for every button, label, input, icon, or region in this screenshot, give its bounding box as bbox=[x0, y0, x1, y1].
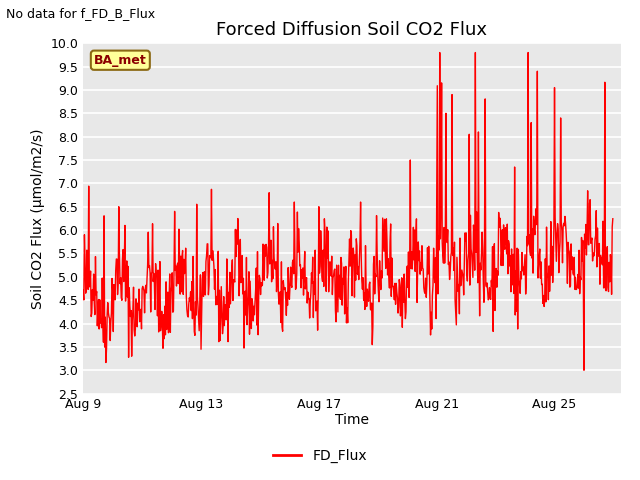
X-axis label: Time: Time bbox=[335, 413, 369, 427]
Y-axis label: Soil CO2 Flux (μmol/m2/s): Soil CO2 Flux (μmol/m2/s) bbox=[31, 128, 45, 309]
Text: No data for f_FD_B_Flux: No data for f_FD_B_Flux bbox=[6, 7, 156, 20]
Text: BA_met: BA_met bbox=[94, 54, 147, 67]
Title: Forced Diffusion Soil CO2 Flux: Forced Diffusion Soil CO2 Flux bbox=[216, 21, 488, 39]
Legend: FD_Flux: FD_Flux bbox=[268, 443, 372, 468]
